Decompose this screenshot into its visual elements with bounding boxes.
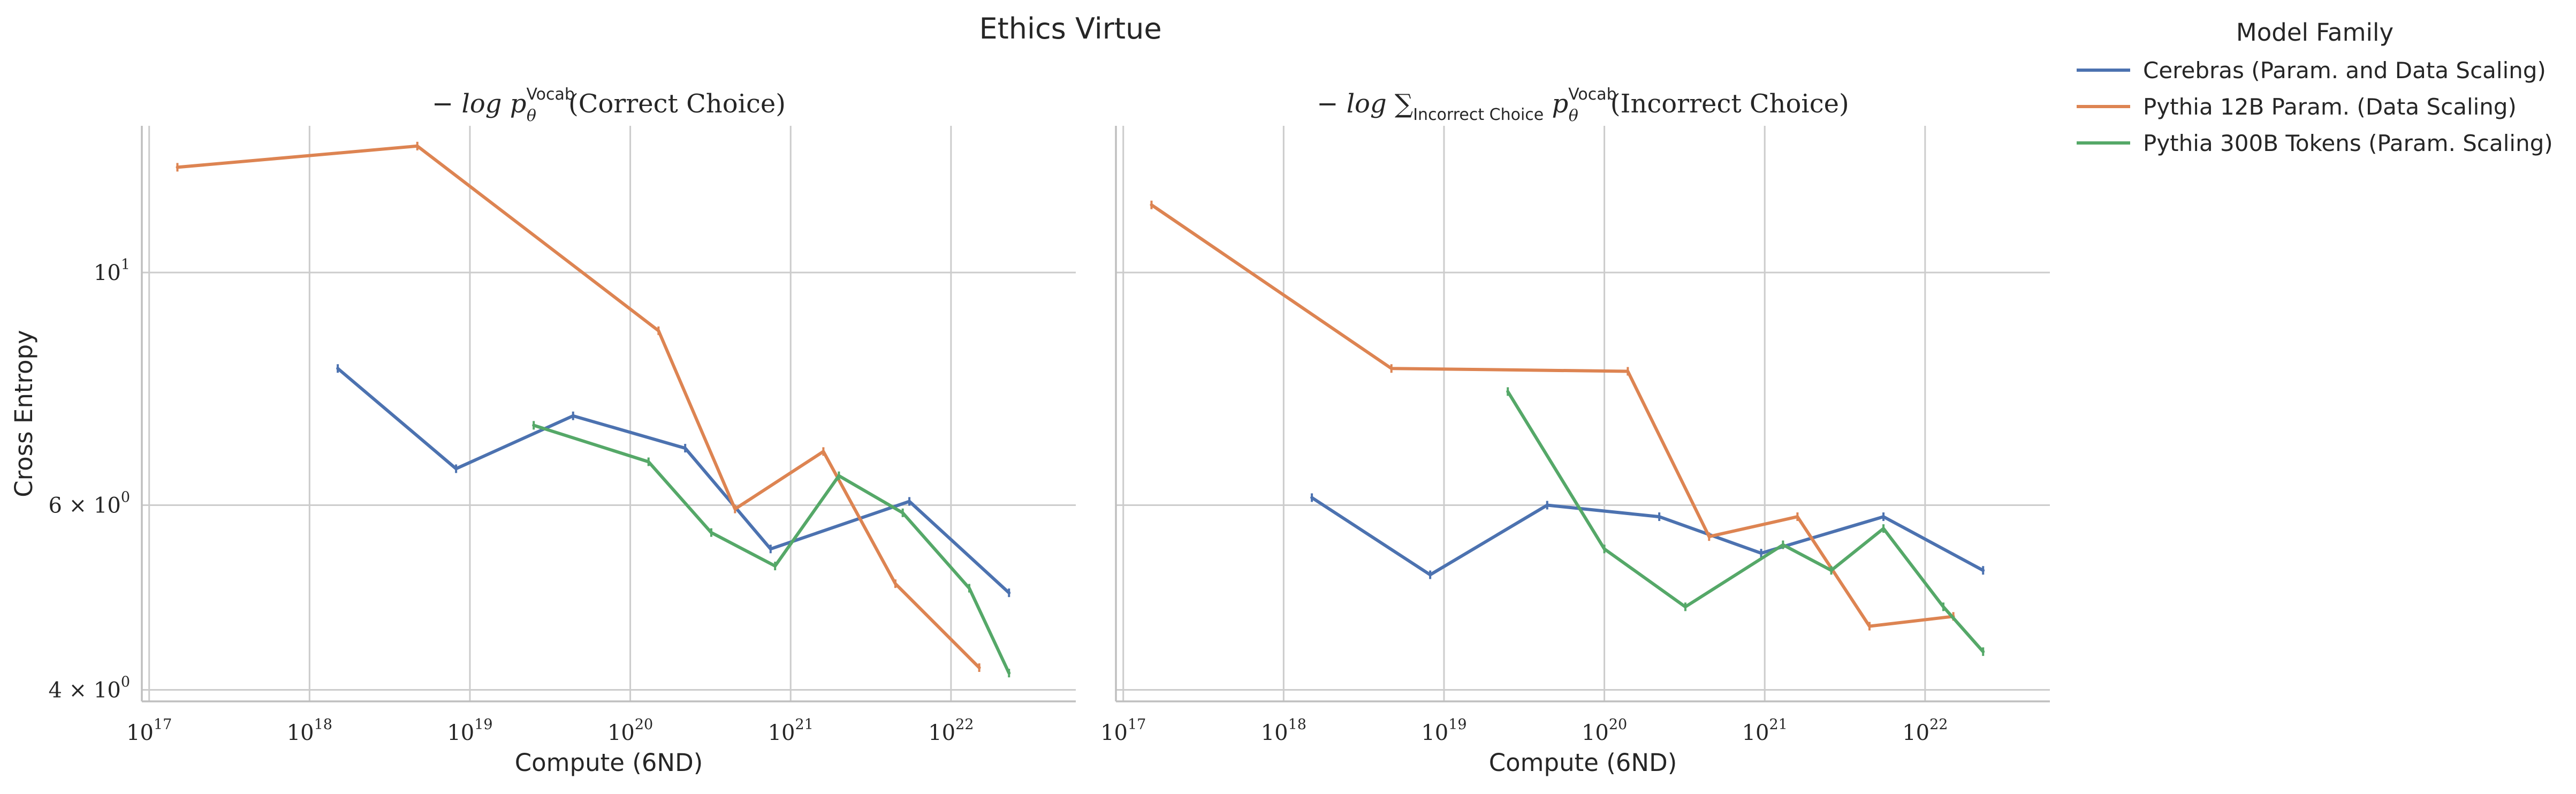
legend-swatch-cerebras bbox=[2077, 69, 2130, 72]
x-tick-label: 1021 bbox=[1742, 716, 1788, 745]
series-line-2 bbox=[1150, 203, 1955, 628]
x-tick-label: 1019 bbox=[447, 716, 492, 745]
panel-title: − log ∑Incorrect Choice pVocab θ (Incorrec… bbox=[1317, 85, 1849, 125]
title-log-p: − log p bbox=[432, 89, 526, 119]
title-sum-subscript: Incorrect Choice bbox=[1413, 105, 1544, 124]
series-line-1 bbox=[336, 367, 1011, 595]
legend: Model Family Cerebras (Param. and Data S… bbox=[2077, 18, 2574, 161]
x-tick-base: 10 bbox=[928, 721, 955, 745]
x-axis-label: Compute (6ND) bbox=[515, 748, 703, 777]
x-tick-exponent: 21 bbox=[795, 716, 813, 733]
series-line-3 bbox=[532, 424, 1011, 675]
legend-label-pythia-300b: Pythia 300B Tokens (Param. Scaling) bbox=[2143, 130, 2553, 156]
title-superscript: Vocab bbox=[1568, 85, 1616, 104]
x-tick-label: 1018 bbox=[287, 716, 332, 745]
x-tick-exponent: 20 bbox=[635, 716, 653, 733]
y-tick-base: 4 × 10 bbox=[49, 678, 121, 702]
x-tick-base: 10 bbox=[447, 721, 474, 745]
legend-title: Model Family bbox=[2236, 18, 2394, 47]
title-subscript: θ bbox=[527, 107, 536, 125]
x-tick-exponent: 19 bbox=[474, 716, 492, 733]
x-tick-base: 10 bbox=[1902, 721, 1929, 745]
series-line-1 bbox=[1310, 496, 1985, 577]
panel-title: − log pVocab θ (Correct Choice) bbox=[432, 85, 786, 125]
x-axis-label: Compute (6ND) bbox=[1489, 748, 1677, 777]
x-tick-label: 1018 bbox=[1261, 716, 1306, 745]
x-tick-exponent: 21 bbox=[1769, 716, 1787, 733]
x-tick-exponent: 22 bbox=[1929, 716, 1948, 733]
x-tick-exponent: 22 bbox=[955, 716, 974, 733]
x-tick-base: 10 bbox=[126, 721, 154, 745]
x-tick-base: 10 bbox=[768, 721, 795, 745]
x-tick-label: 1021 bbox=[768, 716, 814, 745]
series-line-2 bbox=[176, 144, 981, 669]
x-tick-base: 10 bbox=[1261, 721, 1288, 745]
y-tick-exponent: 0 bbox=[121, 489, 130, 506]
legend-label-cerebras: Cerebras (Param. and Data Scaling) bbox=[2143, 57, 2546, 84]
figure-title: Ethics Virtue bbox=[979, 12, 1162, 46]
x-tick-label: 1017 bbox=[1100, 716, 1146, 745]
x-tick-base: 10 bbox=[1742, 721, 1769, 745]
legend-label-pythia-12b: Pythia 12B Param. (Data Scaling) bbox=[2143, 93, 2517, 120]
y-axis-label: Cross Entropy bbox=[10, 330, 38, 497]
x-tick-label: 1022 bbox=[928, 716, 974, 745]
series-line-3 bbox=[1506, 390, 1985, 654]
legend-swatch-pythia-12b bbox=[2077, 105, 2130, 108]
x-tick-base: 10 bbox=[287, 721, 314, 745]
x-tick-exponent: 18 bbox=[314, 716, 332, 733]
x-tick-base: 10 bbox=[1582, 721, 1609, 745]
x-tick-exponent: 17 bbox=[154, 716, 172, 733]
x-tick-label: 1019 bbox=[1421, 716, 1466, 745]
x-tick-label: 1020 bbox=[607, 716, 653, 745]
y-tick-label: 4 × 100 bbox=[49, 674, 130, 702]
title-subscript: θ bbox=[1569, 107, 1578, 125]
title-suffix: (Incorrect Choice) bbox=[1610, 89, 1849, 119]
legend-item-cerebras: Cerebras (Param. and Data Scaling) bbox=[2077, 52, 2574, 88]
x-tick-exponent: 18 bbox=[1288, 716, 1306, 733]
title-p: p bbox=[1544, 89, 1568, 119]
y-tick-exponent: 0 bbox=[121, 674, 130, 690]
x-tick-base: 10 bbox=[1100, 721, 1128, 745]
legend-swatch-pythia-300b bbox=[2077, 141, 2130, 145]
y-tick-base: 10 bbox=[94, 261, 121, 285]
x-tick-base: 10 bbox=[1421, 721, 1448, 745]
x-tick-exponent: 20 bbox=[1609, 716, 1627, 733]
x-tick-label: 1022 bbox=[1902, 716, 1948, 745]
x-tick-exponent: 19 bbox=[1448, 716, 1466, 733]
y-tick-base: 6 × 10 bbox=[49, 494, 121, 518]
title-superscript: Vocab bbox=[526, 85, 574, 104]
y-tick-label: 101 bbox=[94, 256, 130, 285]
x-tick-exponent: 17 bbox=[1128, 716, 1146, 733]
title-log-sum: − log ∑ bbox=[1317, 89, 1413, 119]
x-tick-label: 1017 bbox=[126, 716, 172, 745]
legend-item-pythia-12b: Pythia 12B Param. (Data Scaling) bbox=[2077, 88, 2574, 125]
x-tick-base: 10 bbox=[607, 721, 635, 745]
y-tick-exponent: 1 bbox=[121, 256, 130, 273]
x-tick-label: 1020 bbox=[1582, 716, 1627, 745]
title-suffix: (Correct Choice) bbox=[568, 89, 786, 119]
legend-item-pythia-300b: Pythia 300B Tokens (Param. Scaling) bbox=[2077, 125, 2574, 161]
y-tick-label: 6 × 100 bbox=[49, 489, 130, 518]
